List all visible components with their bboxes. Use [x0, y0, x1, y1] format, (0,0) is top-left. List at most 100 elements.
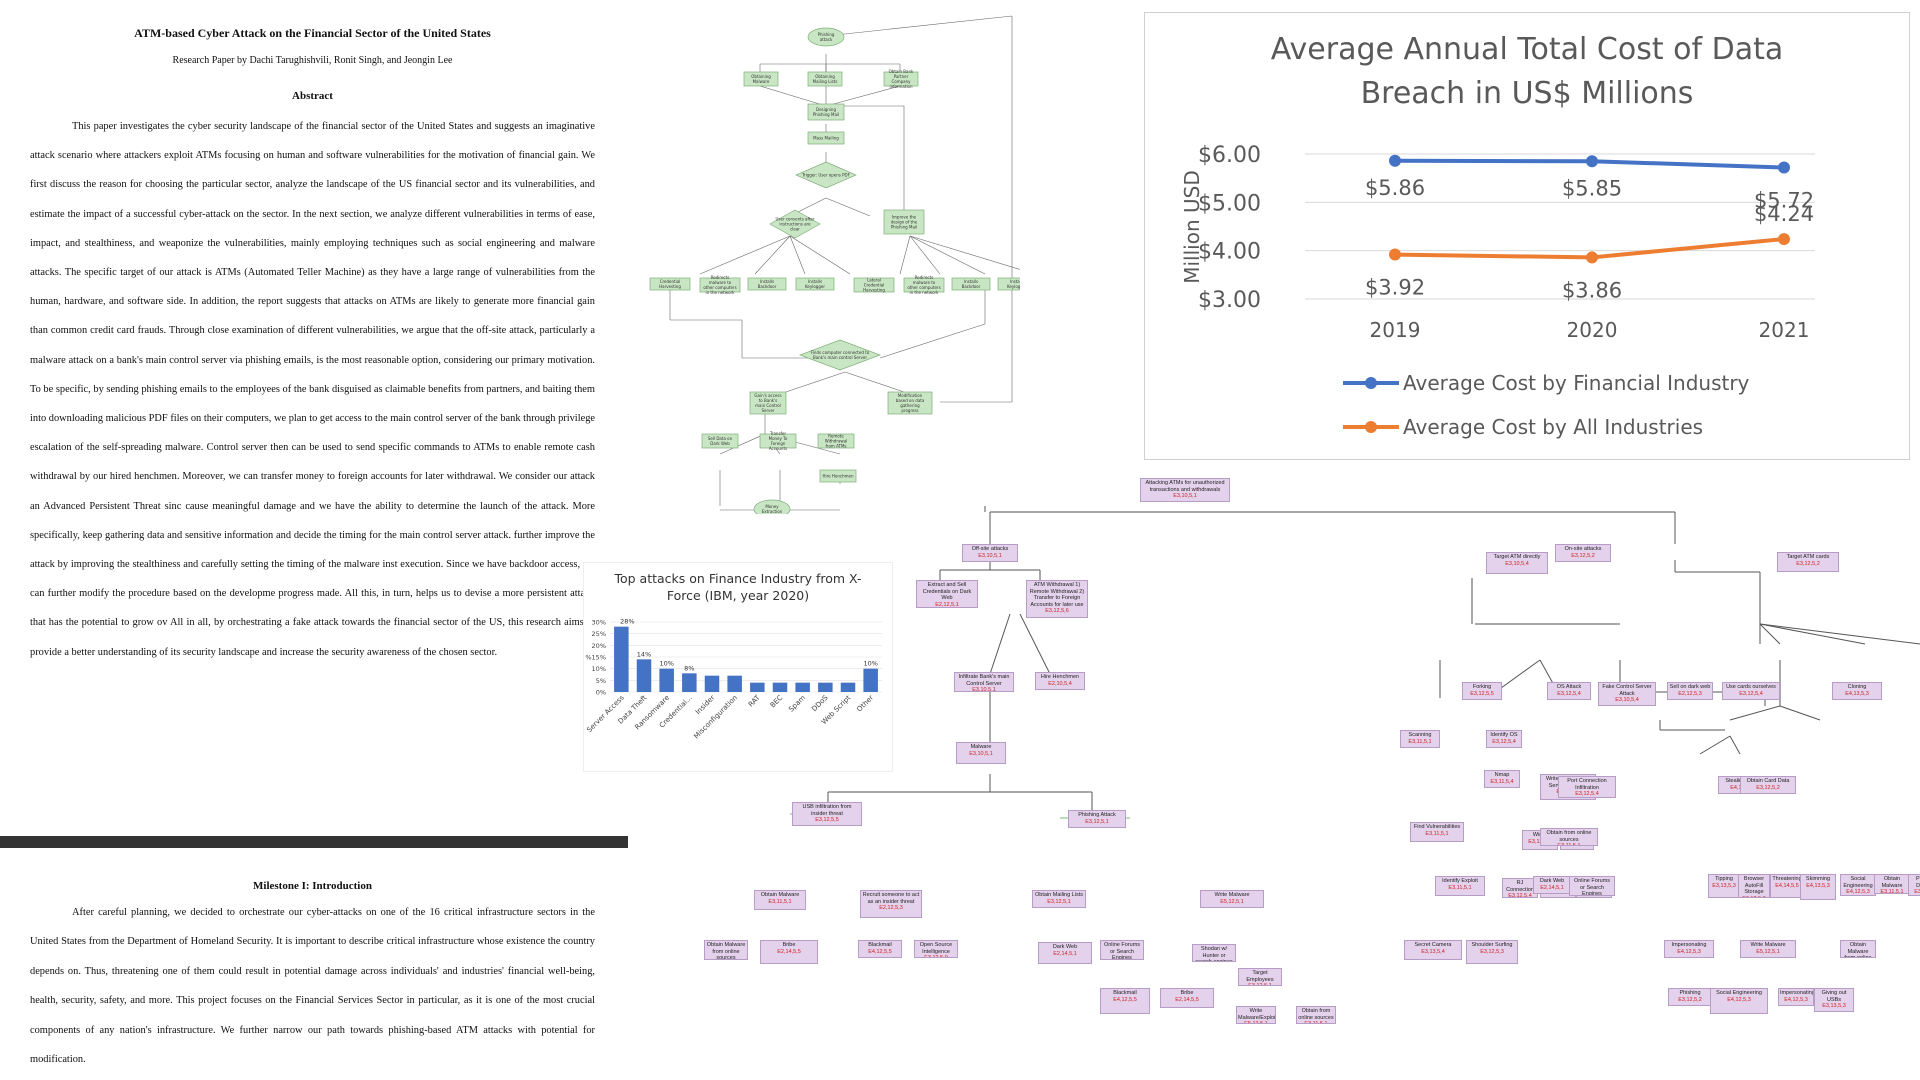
attack-tree-node-label: Social Engineering [1716, 990, 1762, 996]
attack-tree-node-code: E3,12,5,2 [1796, 560, 1820, 567]
attack-tree-node-code: E3,12,5,6 [1045, 608, 1069, 614]
bar [818, 682, 833, 692]
bar [727, 675, 742, 692]
flow-node-label: design of the [891, 220, 918, 225]
attack-tree-node-label: ATM Withdrawal 1) Remote Withdrawal 2) T… [1029, 582, 1085, 608]
tree-connector [1699, 735, 1731, 755]
flow-node-label: main Control [755, 403, 781, 408]
flow-node-label: User consents after [775, 217, 814, 222]
attack-tree-node-label: Payload Delivery [1916, 876, 1920, 889]
attack-tree-node-code: E3,12,5,1 [1047, 898, 1071, 905]
flow-node-box [649, 277, 691, 291]
attack-tree-node-code: E5,12,5,1 [1756, 948, 1780, 955]
attack-tree-node-label: Identify Exploit [1442, 878, 1478, 884]
attack-tree-node-code: E3,12,5,4 [1575, 791, 1599, 797]
bar [704, 675, 720, 692]
flow-node-label: Obtaining [815, 74, 835, 79]
flow-node-box [807, 71, 843, 87]
attack-tree-node-label: Fake Control Server Attack [1602, 684, 1652, 697]
attack-tree-node-label: Identify OS [1490, 732, 1518, 738]
attack-tree-node-label: RJ Connection [1506, 880, 1534, 893]
attack-tree-node: Secret Camera E3,13,5,4 [1404, 940, 1462, 960]
y-tick-label: $5.00 [1198, 191, 1261, 216]
attack-tree-node-label: Target ATM directly [1493, 554, 1541, 560]
flow-connector [844, 371, 911, 395]
flow-connector [754, 235, 791, 275]
data-label: $5.85 [1562, 176, 1622, 200]
flow-node-box [701, 433, 739, 449]
tree-connector [1729, 735, 1741, 755]
attack-tree-node-label: Off-site attacks [971, 546, 1009, 552]
data-label: $5.86 [1365, 176, 1425, 200]
attack-tree-node-label: Skimming [1805, 876, 1831, 882]
paper-authors: Research Paper by Dachi Tarughishvili, R… [172, 55, 453, 66]
flow-node-label: Modification [898, 393, 923, 398]
abstract-body: This paper investigates the cyber securi… [30, 112, 595, 667]
flow-node-box [817, 433, 855, 449]
attack-tree-node: Hire Henchmen E2,10,5,4 [1035, 672, 1085, 690]
attack-tree-node-code: E4,12,5,3 [1784, 996, 1808, 1003]
tree-connector [1729, 705, 1781, 721]
bar-chart-title-2: Force (IBM, year 2020) [667, 588, 809, 603]
y-tick-label: 30% [592, 619, 606, 627]
flow-node-diamond [799, 339, 881, 371]
bar [772, 682, 788, 692]
attack-tree-node-code: E3,10,5,1 [978, 552, 1002, 559]
attack-tree-node: Bribe E2,14,5,5 [760, 940, 818, 964]
attack-tree-node-code: E3,12,5,3 [1480, 948, 1504, 955]
attack-tree-node-label: Obtain from online sources [1546, 830, 1592, 843]
attack-tree-node-code: E4,12,5,3 [1677, 948, 1701, 955]
flow-node-label: Phishing [818, 32, 835, 37]
tree-connector [1759, 623, 1920, 645]
attack-tree-node: Phishing Attack E3,12,5,1 [1068, 810, 1126, 828]
tree-connector [1019, 613, 1051, 675]
attack-tree-node-code: E2,12,5,3 [1678, 690, 1702, 697]
flow-node-label: Money To [769, 436, 788, 441]
attack-tree-node-label: Forking [1472, 684, 1492, 690]
flow-node-label: Server [761, 408, 774, 413]
attack-tree-node-label: Open Source Intelligence [919, 942, 953, 955]
flow-node-label: Mailing Lists [813, 79, 838, 84]
attack-tree-node-label: Hire Henchmen [1040, 674, 1080, 680]
phishing-flowchart: Phishing attack Obtaining Malware Obtaining M… [640, 14, 1037, 519]
flow-node-label: in the network [706, 290, 736, 295]
attack-tree-node-label: Social Engineering [1843, 876, 1873, 889]
flow-connector [879, 323, 986, 359]
attack-tree-node-code: E3,12,5,0 [924, 955, 948, 958]
flow-node-label: Obtaining [751, 74, 771, 79]
attack-tree-node-code: E3,12,5,1 [1085, 818, 1109, 825]
flow-node-label: Installs [760, 279, 774, 284]
flow-node-label: Foreign [771, 441, 786, 446]
milestone-body: After careful planning, we decided to or… [30, 898, 595, 1074]
attack-tree-node-code: E3,10,5,4 [1615, 697, 1639, 703]
attack-tree-node-code: E3,11,5,1 [1557, 843, 1581, 846]
flow-node-box [819, 469, 857, 483]
attack-tree-node-code: E3,12,5,5 [815, 817, 839, 823]
x-tick-label: 2019 [1370, 318, 1421, 342]
attack-tree-node: Blackmail E4,12,5,5 [858, 940, 902, 958]
attack-tree-node: Identify OS E3,12,5,4 [1486, 730, 1522, 748]
attack-tree-node: Obtain Malware from online sourcesE3,11,… [1840, 940, 1876, 958]
flow-connector [759, 85, 827, 107]
bar-data-label: 8% [684, 664, 694, 672]
flow-node-label: Redirects [915, 275, 934, 280]
tree-connector [1779, 705, 1821, 721]
flow-node-label: Redirects [711, 275, 730, 280]
attack-tree-node-label: Online Forums or Search Engines [1103, 942, 1141, 960]
attack-tree-node-label: Browser AutoFill Storage [1743, 876, 1765, 895]
finance-attacks-bar-chart: Top attacks on Finance Industry from X- F… [583, 562, 893, 772]
flow-node-label: Bank's main control Server [813, 355, 867, 360]
attack-tree-node: ATM Withdrawal 1) Remote Withdrawal 2) T… [1026, 580, 1088, 618]
attack-tree-node-code: E5,12,5,1 [1244, 1021, 1268, 1024]
attack-tree-node-label: Obtain Card Data [1746, 778, 1790, 784]
bar [840, 682, 856, 692]
attack-tree-node: Shoulder Surfing E3,12,5,3 [1466, 940, 1518, 964]
attack-tree-node-code: E2,14,5,1 [1053, 950, 1077, 957]
data-label: $3.86 [1562, 278, 1622, 302]
attack-tree-node-label: Shodan w/ Hunter or search engines [1195, 946, 1233, 962]
attack-tree-node-label: Bribe [782, 942, 796, 948]
data-point [1586, 251, 1598, 264]
attack-tree-node: Phishing E3,12,5,2 [1668, 988, 1712, 1006]
flow-node-label: from ATMs [826, 444, 847, 449]
bar-data-label: 10% [659, 660, 673, 668]
